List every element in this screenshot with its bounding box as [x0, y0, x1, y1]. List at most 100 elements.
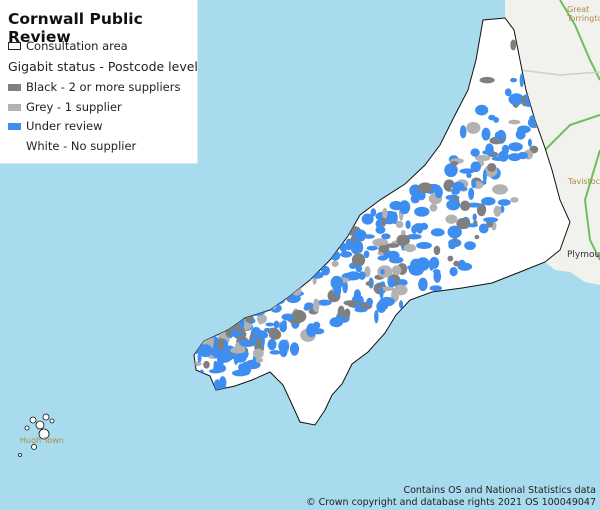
- postcode-area: [410, 194, 420, 204]
- postcode-area: [237, 301, 245, 315]
- postcode-area: [379, 296, 395, 307]
- postcode-area: [446, 199, 461, 211]
- outline-swatch-icon: [8, 42, 21, 50]
- postcode-area: [358, 271, 366, 280]
- postcode-area: [194, 341, 202, 346]
- postcode-area: [195, 327, 206, 342]
- postcode-area: [444, 163, 458, 178]
- postcode-area: [233, 294, 240, 306]
- postcode-area: [475, 104, 489, 116]
- postcode-area: [311, 328, 325, 335]
- postcode-area: [449, 267, 458, 277]
- legend-label: Grey - 1 supplier: [26, 100, 122, 114]
- postcode-area: [508, 93, 525, 106]
- postcode-area: [364, 266, 371, 278]
- postcode-area: [395, 220, 404, 229]
- postcode-area: [279, 289, 292, 300]
- postcode-area: [256, 314, 268, 324]
- postcode-area: [372, 238, 389, 248]
- postcode-area: [366, 245, 378, 251]
- postcode-area: [377, 265, 393, 278]
- postcode-area: [213, 313, 226, 324]
- postcode-area: [355, 264, 363, 273]
- postcode-area: [374, 309, 379, 324]
- postcode-area: [353, 229, 367, 241]
- postcode-area: [396, 234, 410, 247]
- postcode-area: [527, 138, 532, 147]
- attribution-line: Contains OS and National Statistics data: [403, 485, 596, 496]
- postcode-area: [377, 255, 388, 261]
- postcode-area: [254, 303, 260, 310]
- postcode-area: [466, 202, 482, 208]
- postcode-area: [229, 306, 239, 314]
- postcode-area: [387, 276, 396, 289]
- place-label: Torrington: [566, 14, 600, 23]
- postcode-area: [517, 151, 529, 160]
- legend-label: Black - 2 or more suppliers: [26, 80, 181, 94]
- postcode-area: [493, 205, 502, 217]
- legend-label: Gigabit status - Postcode level: [8, 59, 198, 74]
- postcode-area: [273, 320, 280, 329]
- postcode-area: [365, 281, 372, 286]
- postcode-area: [213, 379, 221, 392]
- place-label: Great: [567, 5, 589, 14]
- postcode-area: [416, 242, 432, 250]
- attribution-line: © Crown copyright and database rights 20…: [306, 497, 596, 508]
- postcode-area: [268, 266, 283, 281]
- legend-item-black: Black - 2 or more suppliers: [8, 80, 180, 94]
- postcode-area: [216, 355, 231, 363]
- postcode-area: [290, 309, 307, 323]
- postcode-area: [521, 95, 527, 107]
- postcode-area: [510, 197, 519, 203]
- postcode-area: [331, 260, 339, 268]
- postcode-area: [398, 300, 404, 309]
- postcode-area: [429, 285, 443, 292]
- postcode-area: [479, 76, 495, 84]
- postcode-area: [491, 156, 506, 161]
- postcode-area: [452, 181, 465, 191]
- legend-label: White - No supplier: [26, 139, 137, 153]
- postcode-area: [517, 125, 531, 134]
- postcode-area: [244, 313, 254, 323]
- postcode-area: [319, 231, 335, 245]
- postcode-area: [482, 169, 487, 183]
- postcode-area: [351, 253, 366, 267]
- postcode-area: [459, 125, 467, 139]
- postcode-area: [213, 363, 227, 373]
- postcode-area: [492, 184, 508, 195]
- road: [583, 149, 600, 261]
- postcode-area: [379, 287, 384, 299]
- postcode-area: [366, 297, 374, 306]
- place-label: Tavistock: [567, 177, 600, 186]
- postcode-area: [393, 284, 408, 296]
- postcode-area: [235, 302, 250, 309]
- isles-of-scilly: [18, 413, 55, 457]
- legend-item-consultation-area: Consultation area: [8, 39, 128, 53]
- postcode-area: [329, 317, 343, 328]
- postcode-area: [194, 378, 201, 387]
- postcode-area: [429, 260, 434, 271]
- postcode-area: [232, 353, 249, 360]
- legend-subtitle: Gigabit status - Postcode level: [8, 59, 198, 74]
- postcode-area: [470, 161, 482, 173]
- map-legend: Cornwall Public Review Consultation area…: [0, 0, 198, 164]
- postcode-area: [199, 369, 205, 377]
- postcode-area: [210, 326, 218, 338]
- postcode-area: [510, 39, 517, 51]
- postcode-area: [268, 329, 282, 340]
- postcode-area: [317, 299, 332, 306]
- postcode-area: [208, 320, 217, 325]
- postcode-area: [279, 321, 288, 333]
- postcode-area: [406, 233, 422, 240]
- postcode-area: [230, 346, 246, 354]
- place-label: Plymouth: [567, 250, 600, 260]
- postcode-area: [226, 301, 238, 315]
- postcode-area: [260, 285, 266, 299]
- postcode-area: [251, 335, 257, 346]
- postcode-area: [380, 281, 386, 286]
- postcode-area: [508, 119, 521, 125]
- postcode-area: [375, 225, 386, 234]
- postcode-area: [221, 308, 229, 316]
- legend-item-under-review: Under review: [8, 119, 103, 133]
